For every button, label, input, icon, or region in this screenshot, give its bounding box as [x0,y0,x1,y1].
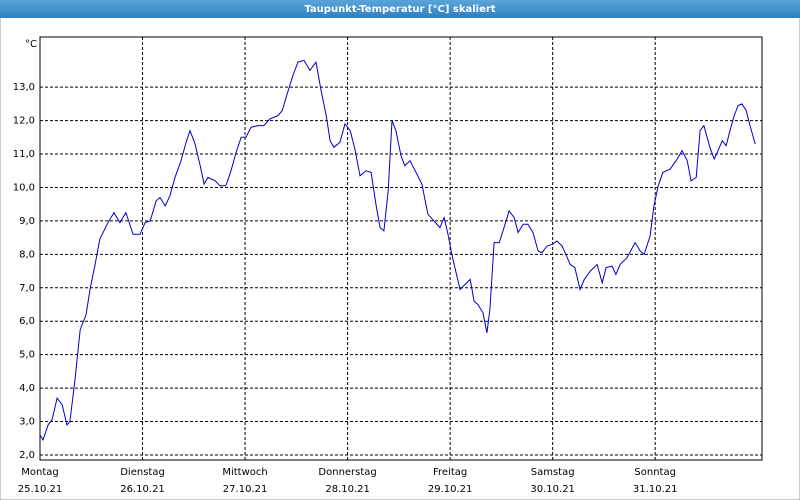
title-bar [0,0,800,18]
x-tick-label: Donnerstag [318,467,376,478]
plot-area [39,36,763,461]
y-tick-label: 6,0 [19,316,35,327]
y-tick-label: 12,0 [13,116,35,127]
y-tick-label: 9,0 [19,216,35,227]
data-line [39,59,756,442]
x-tick-label: Sonntag [634,467,676,478]
x-tick-label: Dienstag [120,467,165,478]
y-tick-label: 4,0 [19,383,35,394]
x-tick-date: 26.10.21 [120,484,165,495]
x-tick-date: 29.10.21 [428,484,473,495]
x-tick-label: Samstag [531,467,575,478]
x-tick-date: 28.10.21 [325,484,370,495]
y-tick-label: 7,0 [19,283,35,294]
x-tick-label: Montag [21,467,58,478]
y-tick-label: 10,0 [13,182,35,193]
chart-title: Taupunkt-Temperatur [°C] skaliert [304,4,495,15]
x-tick-date: 27.10.21 [223,484,268,495]
x-tick-date: 25.10.21 [18,484,63,495]
x-tick-date: 30.10.21 [530,484,575,495]
y-tick-label: 5,0 [19,350,35,361]
y-tick-label: 8,0 [19,249,35,260]
x-tick-label: Mittwoch [222,467,267,478]
y-tick-label: 3,0 [19,417,35,428]
x-tick-label: Freitag [433,467,467,478]
y-tick-label: 13,0 [13,82,35,93]
y-unit: °C [25,39,37,50]
x-tick-date: 31.10.21 [633,484,678,495]
y-tick-label: 2,0 [19,450,35,461]
y-tick-label: 11,0 [13,149,35,160]
